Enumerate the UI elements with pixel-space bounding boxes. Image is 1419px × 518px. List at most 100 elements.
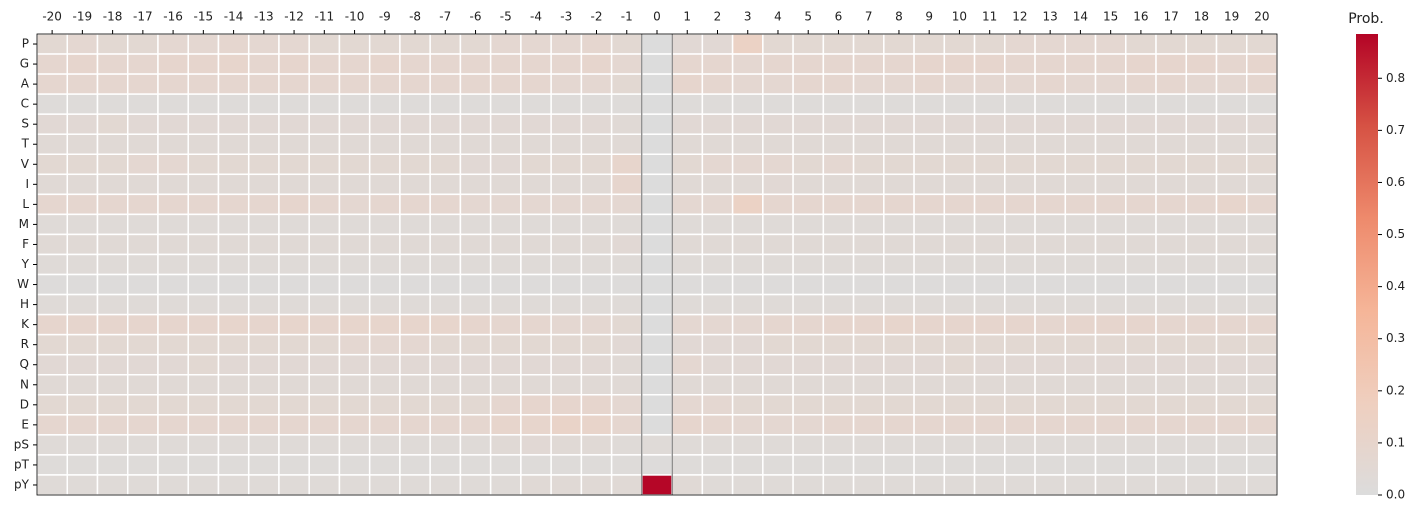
cell (217, 434, 250, 456)
cell (520, 173, 552, 196)
cell (217, 213, 250, 236)
cell (762, 193, 794, 216)
cell (973, 253, 1006, 276)
cell (368, 113, 401, 135)
cell (731, 273, 764, 296)
cell (762, 113, 794, 135)
cell (96, 233, 129, 256)
cell (822, 353, 855, 376)
cell (1125, 394, 1157, 416)
cell (489, 434, 522, 456)
x-tick-label: -15 (194, 10, 214, 24)
cell (1185, 253, 1218, 276)
x-tick-label: 4 (774, 10, 782, 24)
cell (399, 454, 431, 476)
cell (1094, 253, 1127, 276)
cell (1034, 474, 1067, 496)
cell (1185, 93, 1218, 115)
cell (883, 233, 915, 256)
cell (520, 273, 552, 296)
cell (762, 313, 794, 336)
cell (429, 213, 462, 236)
cell (1004, 113, 1036, 135)
cell (1215, 153, 1248, 176)
cell (762, 173, 794, 196)
cell (671, 53, 704, 75)
cell (66, 113, 99, 135)
cell (943, 73, 976, 95)
cell (1064, 313, 1097, 336)
cell (308, 213, 341, 236)
cell (399, 313, 431, 336)
cell (641, 253, 673, 276)
cell (1094, 133, 1127, 156)
cell (1246, 414, 1278, 436)
cell (610, 454, 643, 476)
cell (36, 313, 68, 336)
cell (671, 373, 704, 396)
x-tick-label: -19 (73, 10, 93, 24)
y-tick-label: C (21, 97, 29, 111)
cell (701, 193, 734, 216)
cell (217, 193, 250, 216)
cell (308, 113, 341, 135)
cell (247, 273, 280, 296)
x-tick-label: 19 (1224, 10, 1239, 24)
cell (459, 373, 492, 396)
cell (973, 394, 1006, 416)
cell (973, 333, 1006, 356)
y-tick-label: W (17, 277, 29, 291)
cell (1215, 454, 1248, 476)
cell (852, 373, 885, 396)
cell (1064, 333, 1097, 356)
cell (792, 373, 825, 396)
cell (943, 474, 976, 496)
cell (96, 293, 129, 316)
cell (459, 273, 492, 296)
cell (308, 474, 341, 496)
x-tick-label: -7 (439, 10, 451, 24)
cell (489, 333, 522, 356)
cell (187, 333, 220, 356)
cell (792, 293, 825, 316)
cell (36, 373, 68, 396)
cell (1215, 73, 1248, 95)
x-tick-label: -12 (284, 10, 304, 24)
cell (187, 233, 220, 256)
cell (1155, 353, 1188, 376)
cell (1034, 293, 1067, 316)
cell (247, 333, 280, 356)
x-tick-label: 13 (1043, 10, 1058, 24)
cell (852, 53, 885, 75)
x-tick-label: 15 (1103, 10, 1118, 24)
cell (1155, 233, 1188, 256)
cell (429, 53, 462, 75)
x-tick-label: -13 (254, 10, 274, 24)
cell (550, 93, 583, 115)
cell (973, 193, 1006, 216)
cell (1004, 73, 1036, 95)
cell (1185, 273, 1218, 296)
cell (641, 73, 673, 95)
cell (1215, 213, 1248, 236)
cell (338, 233, 371, 256)
cell (913, 173, 946, 196)
cell (368, 153, 401, 176)
colorbar-tick-label: 0.4 (1386, 279, 1405, 293)
cell (641, 93, 673, 115)
x-tick-label: 3 (744, 10, 752, 24)
cell (66, 133, 99, 156)
cell (731, 474, 764, 496)
cell (1034, 193, 1067, 216)
cell (731, 113, 764, 135)
cell (520, 373, 552, 396)
cell (822, 73, 855, 95)
cell (1215, 173, 1248, 196)
cell (368, 394, 401, 416)
cell (1185, 434, 1218, 456)
cell (429, 33, 462, 55)
cell (429, 73, 462, 95)
cell (157, 193, 189, 216)
cell (671, 173, 704, 196)
cell (701, 293, 734, 316)
